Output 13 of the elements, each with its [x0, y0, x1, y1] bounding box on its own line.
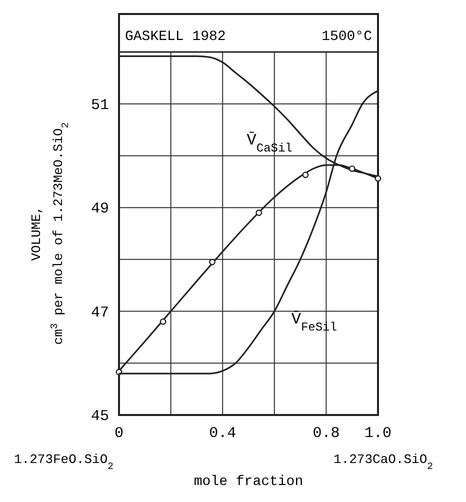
x-tick-label: 1.0 — [364, 425, 392, 442]
y-tick-label: 45 — [90, 408, 109, 425]
x-tick-label: 0.8 — [312, 425, 340, 442]
chart-subtitle: 1500°C — [322, 29, 372, 45]
y-tick-label: 51 — [90, 96, 109, 114]
x-axis-title: mole fraction — [194, 474, 304, 490]
chart-title: GASKELL 1982 — [125, 29, 226, 45]
y-tick-label: 49 — [90, 200, 109, 218]
text: 1.273CaO.SiO$_{2}$ — [334, 452, 434, 472]
text: 1.273FeO.SiO$_{2}$ — [14, 452, 114, 472]
x-tick-label: 0 — [114, 425, 124, 442]
x-tick-label: 0.4 — [209, 425, 236, 442]
y-tick-label: 47 — [90, 304, 109, 322]
